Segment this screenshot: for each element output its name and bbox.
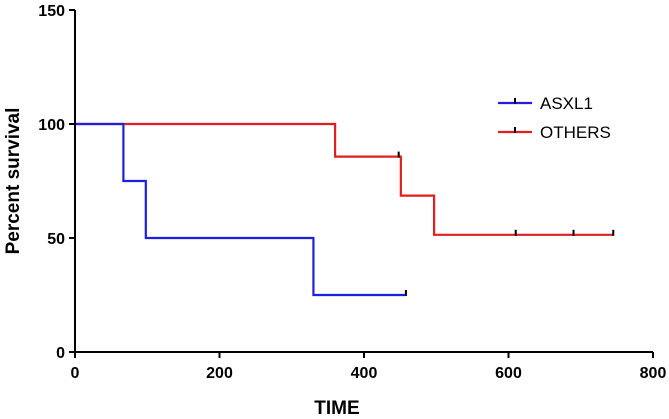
y-axis-title: Percent survival — [3, 108, 24, 255]
legend-label-asxl1: ASXL1 — [540, 94, 593, 113]
x-tick-label-0: 0 — [71, 365, 80, 382]
legend-label-others: OTHERS — [540, 123, 611, 142]
legend: ASXL1 OTHERS — [498, 94, 611, 142]
x-tick-label-800: 800 — [640, 365, 667, 382]
y-ticks: 0 50 100 150 — [38, 3, 75, 362]
plot-area — [74, 122, 615, 297]
x-axis-title: TIME — [314, 398, 359, 419]
series-line-others — [75, 122, 614, 236]
x-tick-label-200: 200 — [206, 365, 233, 382]
y-tick-label-50: 50 — [47, 231, 65, 248]
x-tick-label-400: 400 — [351, 365, 378, 382]
x-ticks: 0 200 400 600 800 — [71, 352, 667, 382]
axes — [74, 10, 653, 353]
x-tick-label-600: 600 — [495, 365, 522, 382]
y-tick-label-150: 150 — [38, 3, 65, 20]
y-tick-label-100: 100 — [38, 117, 65, 134]
series-line-asxl1 — [75, 122, 406, 297]
y-tick-label-0: 0 — [56, 345, 65, 362]
